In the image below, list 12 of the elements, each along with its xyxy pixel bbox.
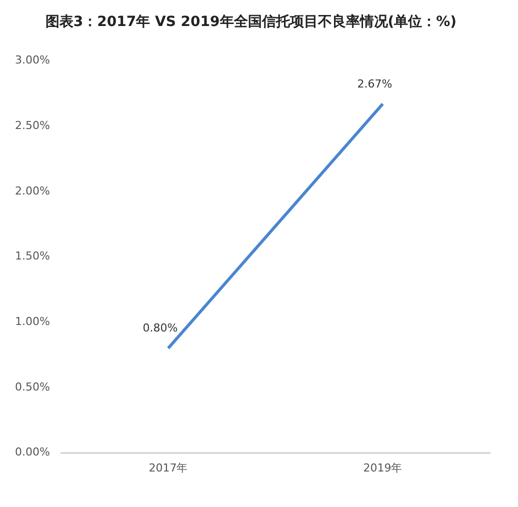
x-tick-label: 2017年: [148, 461, 188, 474]
y-tick-label: 2.00%: [14, 184, 50, 198]
x-tick-label: 2019年: [363, 461, 402, 474]
data-label: 0.80%: [142, 322, 178, 335]
chart-title: 图表3：2017年 VS 2019年全国信托项目不良率情况(单位：%): [45, 13, 457, 30]
y-tick-label: 1.00%: [14, 314, 50, 328]
data-label: 2.67%: [357, 77, 392, 90]
y-tick-label: 0.00%: [14, 446, 50, 459]
y-tick-label: 1.50%: [14, 250, 50, 263]
y-tick-label: 3.00%: [14, 54, 50, 67]
y-tick-label: 2.50%: [14, 118, 50, 132]
y-tick-label: 0.50%: [14, 380, 50, 394]
